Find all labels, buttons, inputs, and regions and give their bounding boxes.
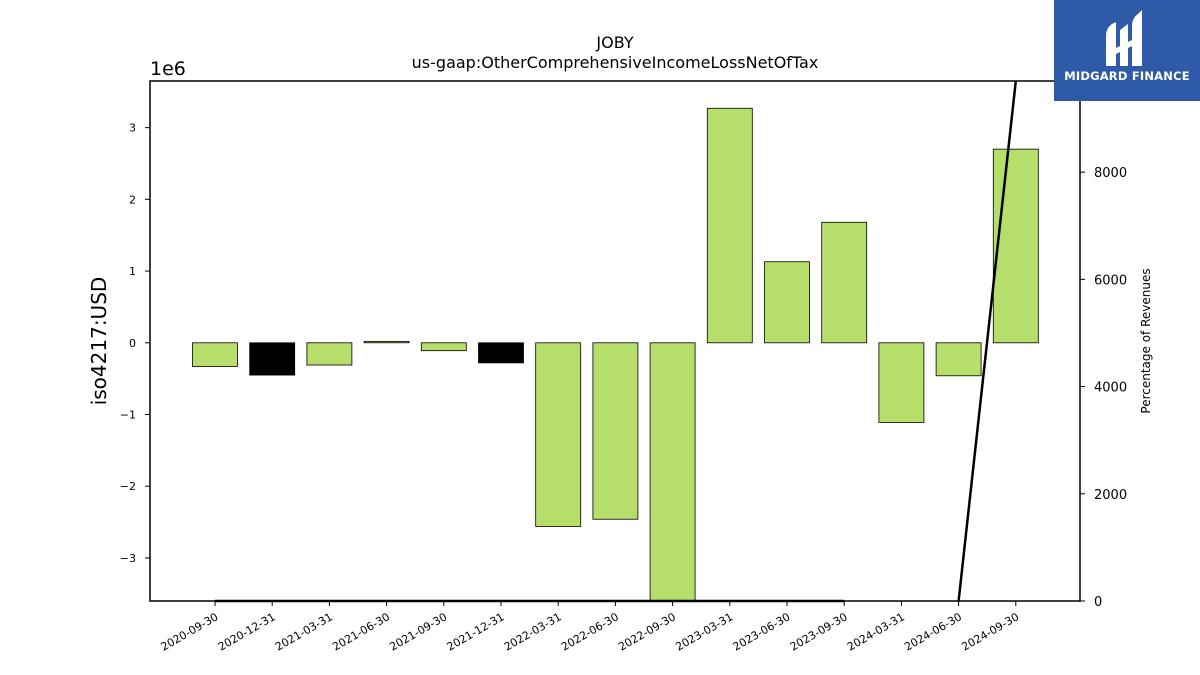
x-tick-label: 2021-09-30 [387, 610, 449, 653]
bar-2024-03-31 [878, 342, 925, 423]
x-tick-label: 2021-12-31 [445, 610, 507, 653]
bar-2022-06-30 [592, 342, 639, 520]
percentage-line-series [215, 80, 1018, 603]
y2-tick-label: 6000 [1094, 273, 1127, 288]
bar-2024-09-30 [992, 148, 1039, 344]
x-tick-label: 2022-03-31 [502, 610, 564, 653]
plot-frame [149, 80, 1081, 602]
y2-tick-label: 4000 [1094, 381, 1127, 396]
bar-2021-09-30 [420, 342, 467, 352]
chart-title: JOBY [595, 33, 633, 52]
logo-text: MIDGARD FINANCE [1064, 69, 1190, 83]
bar-2020-12-31 [249, 342, 296, 376]
bar-2021-06-30 [363, 340, 410, 344]
y-offset-label: 1e6 [150, 58, 186, 80]
x-axis-ticks: 2020-09-302020-12-312021-03-312021-06-30… [159, 601, 1021, 654]
y-axis-ticks: −3 −2 −1 0 1 2 3 [120, 122, 150, 565]
x-tick-label: 2023-03-31 [673, 610, 735, 653]
y-tick-label: 1 [129, 265, 136, 278]
y-axis-label: iso4217:USD [87, 277, 111, 406]
x-tick-label: 2024-06-30 [902, 610, 964, 653]
x-tick-label: 2021-06-30 [330, 610, 392, 653]
bar-2024-06-30 [935, 342, 982, 377]
bar-2022-03-31 [535, 342, 582, 527]
x-tick-label: 2020-12-31 [216, 610, 278, 653]
y2-axis-ticks: 0 2000 4000 6000 8000 [1080, 166, 1127, 610]
y2-tick-label: 0 [1094, 595, 1102, 610]
y-tick-label: −2 [120, 480, 136, 493]
y2-tick-label: 2000 [1094, 488, 1127, 503]
midgard-logo-icon [1106, 10, 1142, 66]
x-tick-label: 2022-09-30 [616, 610, 678, 653]
bar-2023-06-30 [764, 261, 810, 344]
x-tick-label: 2024-03-31 [845, 610, 907, 653]
bar-2020-09-30 [192, 342, 238, 367]
bar-series [192, 107, 1039, 602]
y-tick-label: −1 [120, 409, 136, 422]
y-tick-label: 3 [129, 122, 136, 135]
y2-axis-label: Percentage of Revenues [1139, 268, 1153, 413]
x-tick-label: 2021-03-31 [273, 610, 335, 653]
y-tick-label: 0 [129, 337, 136, 350]
y-tick-label: 2 [129, 193, 136, 206]
y2-tick-label: 8000 [1094, 166, 1127, 181]
brand-logo: MIDGARD FINANCE [1054, 0, 1200, 101]
bar-2023-03-31 [706, 107, 753, 344]
x-tick-label: 2022-06-30 [559, 610, 621, 653]
bar-2023-09-30 [821, 221, 868, 344]
y-tick-label: −3 [120, 552, 136, 565]
x-tick-label: 2024-09-30 [959, 610, 1021, 653]
bar-2021-12-31 [478, 342, 524, 364]
x-tick-label: 2020-09-30 [159, 610, 221, 653]
x-tick-label: 2023-09-30 [788, 610, 850, 653]
chart-subtitle: us-gaap:OtherComprehensiveIncomeLossNetO… [412, 53, 819, 72]
bar-2022-09-30 [649, 342, 696, 602]
bar-2021-03-31 [306, 342, 353, 366]
percentage-line-segment-2 [957, 80, 1018, 602]
x-tick-label: 2023-06-30 [731, 610, 793, 653]
